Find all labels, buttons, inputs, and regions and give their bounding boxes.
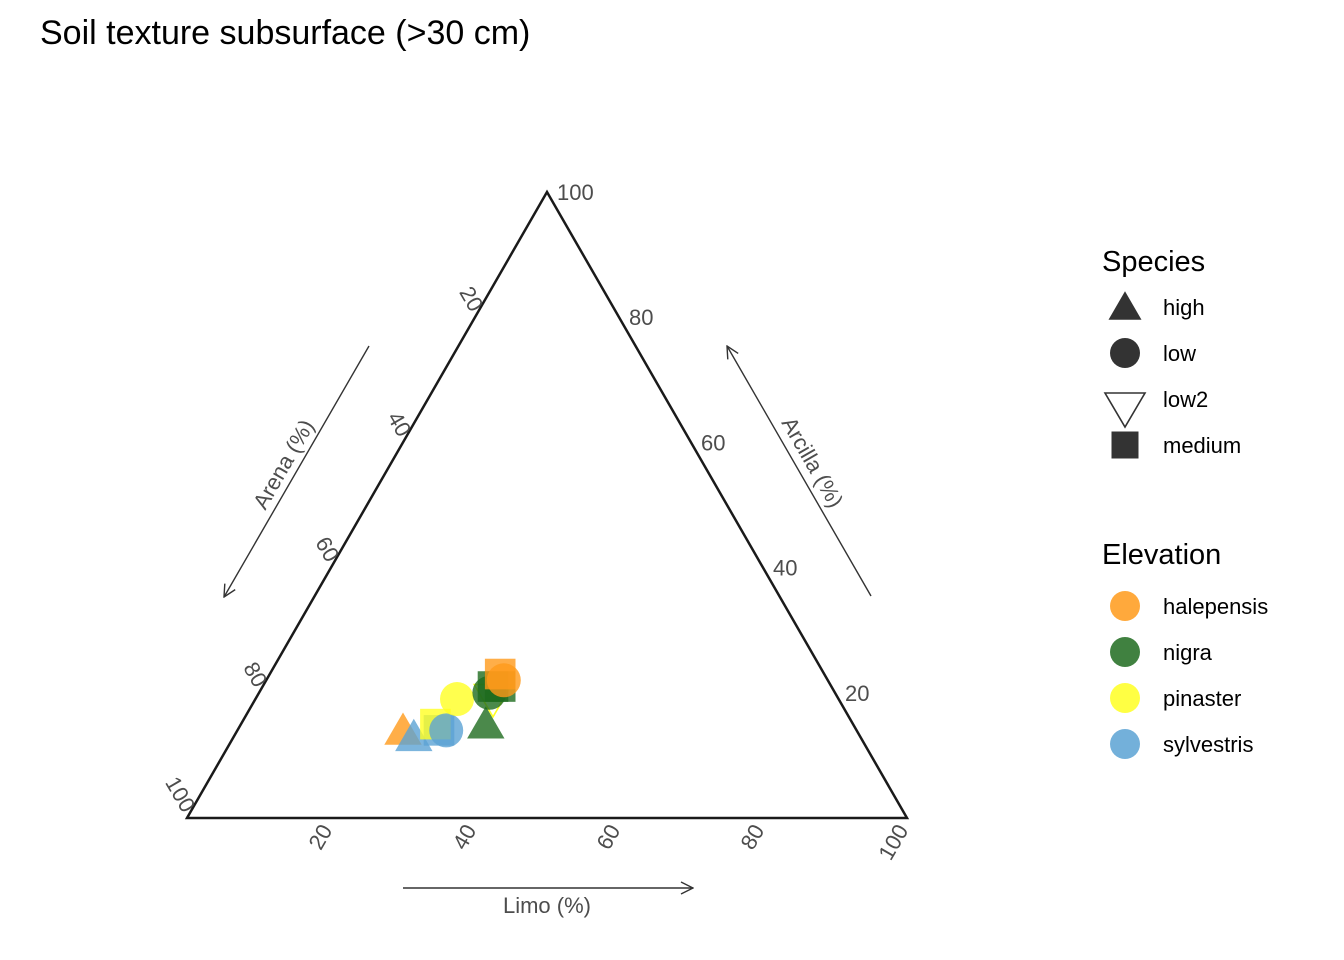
legend-key-low2 [1103, 392, 1147, 429]
bottom-axis-title: Limo (%) [503, 893, 591, 918]
legend-item-high: high [1108, 291, 1205, 320]
axis-arrow-arcilla [727, 346, 872, 597]
bottom-tick-label: 40 [447, 820, 481, 854]
legend-key-sylvestris [1110, 729, 1140, 759]
legend-label-low: low [1163, 341, 1196, 366]
right-tick-label: 100 [557, 180, 594, 205]
legend-key-nigra [1110, 637, 1140, 667]
left-tick-label: 80 [238, 658, 272, 692]
legend-label-sylvestris: sylvestris [1163, 732, 1253, 757]
legend-species: Species high low low2 medium [1102, 246, 1241, 459]
axis-arrow-arena [224, 345, 370, 597]
legend-item-halepensis: halepensis [1110, 591, 1268, 621]
right-tick-label: 60 [701, 430, 725, 455]
legend-elevation-title: Elevation [1102, 539, 1221, 571]
legend-label-low2: low2 [1163, 387, 1208, 412]
data-point-high-nigra [467, 706, 505, 739]
right-tick-label: 20 [845, 681, 869, 706]
legend-species-title: Species [1102, 246, 1205, 278]
left-tick-label: 60 [310, 532, 344, 566]
data-point-low-sylvestris [429, 713, 464, 748]
data-point-low-halepensis [486, 663, 521, 698]
legend-item-pinaster: pinaster [1110, 683, 1241, 713]
right-tick-label: 80 [629, 305, 653, 330]
legend-key-medium [1111, 431, 1139, 459]
legend-key-low [1110, 338, 1140, 368]
right-axis-title: Arcilla (%) [777, 413, 849, 512]
left-tick-label: 40 [382, 407, 416, 441]
bottom-tick-label: 100 [873, 820, 913, 864]
legend-label-pinaster: pinaster [1163, 686, 1241, 711]
right-tick-label: 40 [773, 556, 797, 581]
bottom-tick-label: 20 [303, 820, 337, 854]
legend-elevation: Elevation halepensis nigra pinaster sylvest… [1102, 539, 1268, 759]
bottom-axis-ticks: 20 40 60 80 100 [303, 820, 913, 864]
data-point-high-sylvestris [395, 718, 433, 752]
left-tick-label: 100 [160, 772, 200, 816]
left-axis-title: Arena (%) [248, 415, 319, 513]
left-tick-label: 20 [454, 282, 488, 316]
legend-item-low2: low2 [1103, 387, 1208, 429]
legend-key-halepensis [1110, 591, 1140, 621]
legend-label-high: high [1163, 295, 1205, 320]
right-axis-ticks: 20 40 60 80 100 [557, 180, 869, 706]
data-points [384, 658, 521, 752]
legend-item-nigra: nigra [1110, 637, 1213, 667]
bottom-tick-label: 80 [735, 820, 769, 854]
legend-key-pinaster [1110, 683, 1140, 713]
legend-label-halepensis: halepensis [1163, 594, 1268, 619]
legend-item-medium: medium [1111, 431, 1241, 459]
chart-title: Soil texture subsurface (>30 cm) [40, 14, 530, 52]
legend-label-nigra: nigra [1163, 640, 1213, 665]
legend-label-medium: medium [1163, 433, 1241, 458]
ternary-triangle [184, 189, 910, 820]
legend-item-sylvestris: sylvestris [1110, 729, 1253, 759]
bottom-tick-label: 60 [591, 820, 625, 854]
data-point-low-pinaster [440, 682, 474, 717]
legend-item-low: low [1110, 338, 1196, 368]
legend-key-high [1108, 291, 1142, 320]
